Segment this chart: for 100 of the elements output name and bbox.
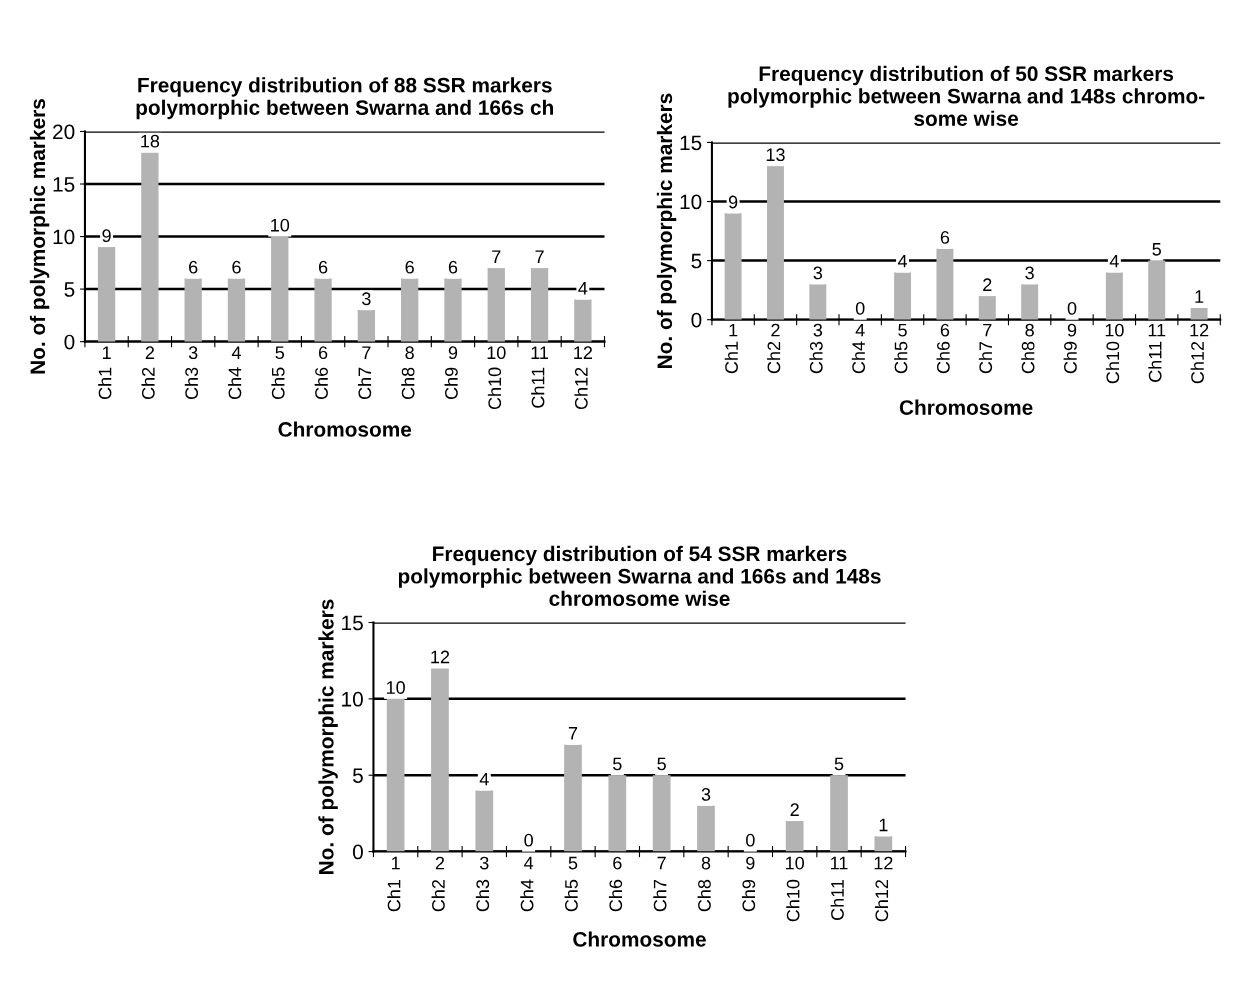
x-tick-label: 10 Ch10 (487, 346, 506, 410)
data-label: 5 (613, 757, 622, 771)
x-tick-label: 4 Ch4 (228, 346, 242, 400)
x-tick-label: 4 Ch4 (851, 323, 866, 374)
x-tick-label: 7 Ch7 (357, 346, 372, 400)
data-label: 4 (578, 282, 588, 295)
bar (767, 166, 784, 320)
x-tick-label: 10 Ch10 (1105, 323, 1124, 384)
x-tick-label: 12 Ch12 (1190, 323, 1209, 384)
y-tick-label: 5 (64, 282, 75, 297)
data-label: 5 (1152, 243, 1161, 256)
bar (184, 278, 202, 342)
x-tick-label: 9 Ch9 (741, 856, 756, 912)
x-tick-label: 11 Ch11 (531, 346, 549, 408)
y-tick-label: 20 (53, 124, 75, 140)
data-label: 4 (1109, 254, 1119, 268)
x-tick-label: 4 Ch4 (520, 856, 534, 912)
data-label: 4 (479, 772, 489, 786)
bar (652, 775, 671, 852)
data-label: 3 (1025, 266, 1034, 280)
y-tick-label: 10 (342, 691, 363, 707)
x-tick-label: 12 Ch12 (574, 346, 592, 410)
data-label: 0 (746, 833, 755, 847)
bar (608, 775, 627, 852)
data-label: 0 (524, 833, 533, 847)
data-label: 7 (568, 727, 578, 740)
data-label: 7 (492, 250, 501, 263)
bar (830, 775, 848, 852)
data-label: 0 (855, 301, 865, 315)
x-tick-label: 3 Ch3 (809, 323, 823, 374)
x-tick-label: 5 Ch5 (271, 346, 285, 400)
y-tick-label: 15 (53, 177, 75, 192)
x-tick-label: 6 Ch6 (936, 323, 950, 374)
data-label: 3 (362, 292, 371, 306)
chart-title: Frequency distribution of 88 SSR markers polymorphic between Swarna and 166s ch (136, 77, 553, 120)
data-label: 7 (535, 250, 544, 263)
x-tick-label: 10 Ch10 (786, 856, 805, 922)
x-tick-label: 5 Ch5 (894, 323, 908, 374)
bar (1021, 284, 1039, 320)
data-label: 9 (728, 195, 738, 209)
data-label: 6 (940, 231, 950, 244)
bar (874, 836, 893, 852)
bar (564, 744, 582, 852)
bar (444, 278, 462, 342)
x-axis-title: Chromosome (899, 399, 1033, 415)
y-tick-label: 10 (680, 194, 702, 210)
x-tick-label: 2 Ch2 (141, 346, 155, 400)
bar (487, 268, 505, 342)
data-label: 2 (790, 803, 799, 816)
x-tick-label: 3 Ch3 (475, 856, 490, 912)
x-tick-label: 8 Ch8 (401, 346, 415, 400)
x-tick-label: 11 Ch11 (830, 856, 848, 920)
data-label: 3 (813, 266, 823, 280)
data-label: 1 (1195, 290, 1204, 303)
x-tick-label: 5 Ch5 (564, 856, 578, 912)
bar (785, 821, 804, 852)
bar (936, 248, 954, 320)
bar (697, 805, 715, 852)
y-axis-title: No. of polymorphic markers (29, 99, 50, 374)
x-axis-title: Chromosome (278, 421, 412, 437)
x-tick-label: 12 Ch12 (874, 856, 893, 922)
x-axis-title: Chromosome (573, 931, 706, 947)
data-label: 4 (897, 254, 908, 268)
bar (978, 296, 996, 320)
x-tick-label: 7 Ch7 (653, 856, 667, 912)
y-tick-label: 5 (691, 253, 702, 269)
x-tick-label: 9 Ch9 (444, 346, 458, 400)
y-tick-label: 0 (64, 334, 75, 350)
bar (401, 278, 419, 342)
x-tick-label: 11 Ch11 (1148, 323, 1166, 382)
bar (530, 268, 549, 342)
data-label: 6 (232, 260, 241, 274)
x-tick-label: 1 Ch1 (724, 323, 738, 374)
x-tick-label: 2 Ch2 (767, 323, 781, 374)
bar (227, 278, 246, 342)
x-tick-label: 6 Ch6 (608, 856, 623, 912)
data-label: 6 (448, 260, 458, 274)
data-label: 13 (766, 148, 785, 162)
bar (314, 278, 332, 342)
data-label: 10 (271, 218, 290, 232)
data-label: 10 (386, 681, 405, 694)
bar (809, 284, 827, 320)
data-label: 6 (189, 260, 198, 274)
x-tick-label: 1 Ch1 (98, 346, 112, 400)
data-label: 5 (657, 757, 666, 771)
data-label: 6 (405, 260, 414, 274)
bar (431, 668, 449, 852)
y-tick-label: 5 (352, 768, 363, 783)
x-tick-label: 6 Ch6 (314, 346, 328, 400)
data-label: 6 (318, 260, 328, 274)
x-tick-label: 1 Ch1 (387, 856, 401, 912)
bar (1148, 260, 1166, 320)
data-label: 5 (834, 757, 844, 771)
y-axis-title: No. of polymorphic markers (656, 93, 677, 369)
data-label: 18 (141, 134, 160, 148)
data-label: 1 (879, 818, 888, 832)
y-axis-title: No. of polymorphic markers (318, 599, 338, 874)
x-tick-label: 2 Ch2 (431, 856, 445, 912)
chart-title: Frequency distribution of 54 SSR markers polymorphic between Swarna and 166s and 148s chromosome wise (398, 545, 881, 607)
x-tick-label: 8 Ch8 (1021, 323, 1035, 374)
